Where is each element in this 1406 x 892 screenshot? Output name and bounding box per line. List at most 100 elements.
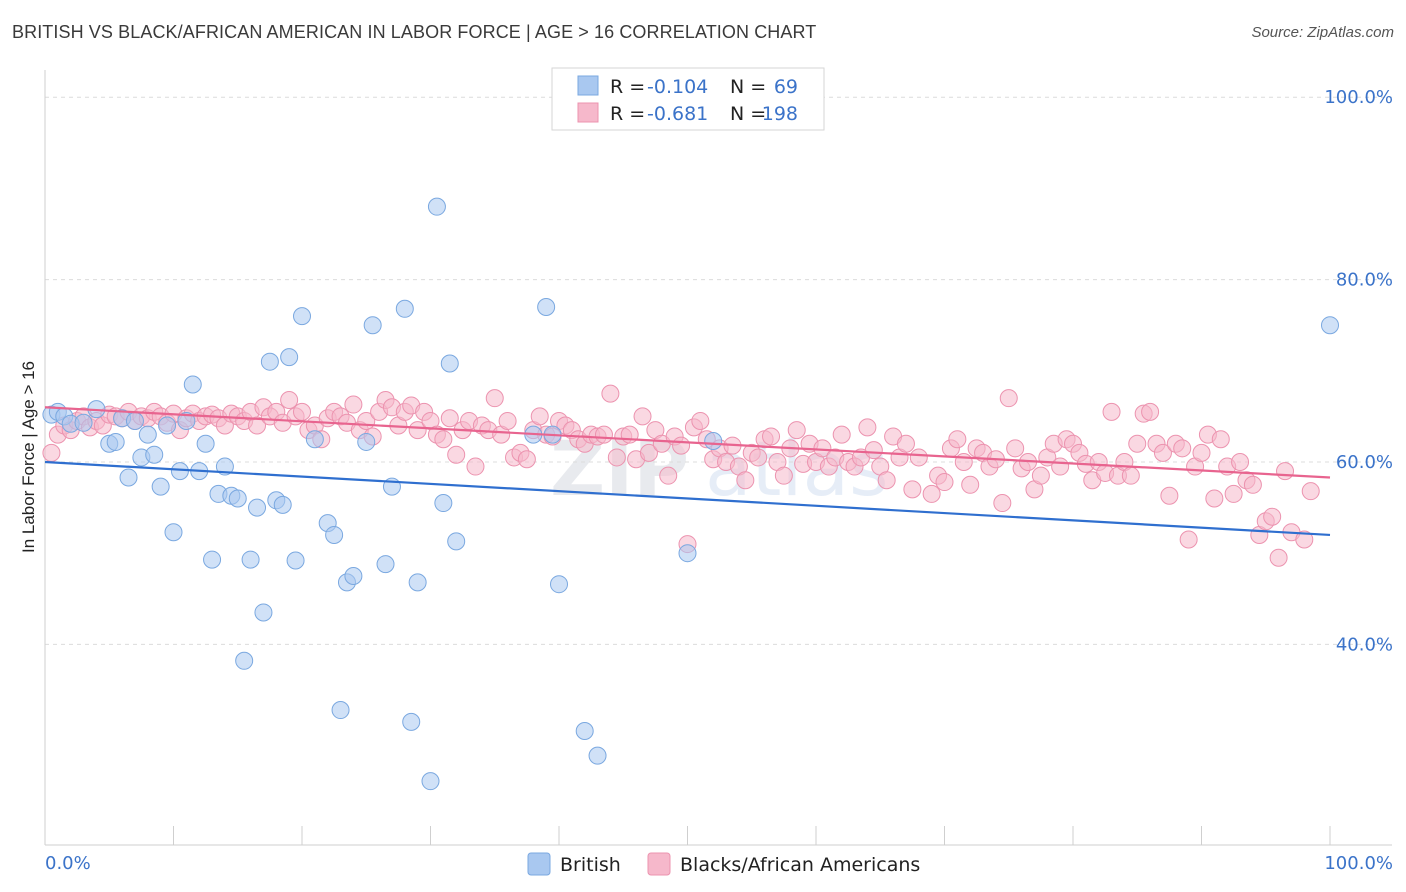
black-point (896, 434, 915, 453)
black-point (1211, 430, 1230, 449)
y-axis-label: In Labor Force | Age > 16 (19, 361, 38, 553)
black-point (594, 425, 613, 444)
british-point (280, 348, 299, 367)
black-point (248, 416, 267, 435)
legend-british-swatch (577, 75, 599, 96)
legend-bottom-british-swatch (527, 852, 551, 876)
black-point (691, 411, 710, 430)
legend-r-value-1: -0.104 (647, 76, 708, 98)
legend-r-label-2: R = (610, 103, 645, 125)
british-point (138, 425, 157, 444)
british-point (588, 746, 607, 765)
british-point (145, 445, 164, 464)
black-point (607, 448, 626, 467)
british-point (254, 603, 273, 622)
legend-r-value-2: -0.681 (647, 103, 708, 125)
british-point (125, 411, 144, 430)
legend-n-value-1: 69 (774, 76, 798, 98)
black-point (774, 466, 793, 485)
british-point (170, 462, 189, 481)
black-point (858, 418, 877, 437)
black-point (877, 471, 896, 490)
british-point (434, 494, 453, 513)
black-point (948, 430, 967, 449)
british-point (305, 430, 324, 449)
y-tick-label: 60.0% (1336, 452, 1393, 473)
legend-bottom-black-label: Blacks/African Americans (680, 854, 920, 876)
black-point (434, 430, 453, 449)
black-point (485, 389, 504, 408)
british-point (119, 468, 138, 487)
british-point (402, 712, 421, 731)
legend-bottom-british-label: British (560, 854, 621, 876)
y-tick-label: 40.0% (1336, 634, 1393, 655)
british-point (74, 413, 93, 432)
black-point (787, 421, 806, 440)
source-credit: Source: ZipAtlas.com (1251, 24, 1394, 41)
y-axis-tick-labels: 40.0% 60.0% 80.0% 100.0% (1324, 87, 1393, 655)
black-point (1295, 530, 1314, 549)
british-point (196, 434, 215, 453)
legend-black-swatch (577, 102, 599, 123)
legend-n-label-2: N = (730, 103, 766, 125)
british-point (273, 495, 292, 514)
british-point (421, 772, 440, 791)
black-point (1121, 466, 1140, 485)
black-point (517, 450, 536, 469)
british-point (183, 375, 202, 394)
black-point (1263, 507, 1282, 526)
black-point (1243, 475, 1262, 494)
british-point (286, 551, 305, 570)
british-point (408, 573, 427, 592)
black-point (1051, 457, 1070, 476)
black-point (935, 473, 954, 492)
black-point (42, 443, 61, 462)
black-point (1160, 486, 1179, 505)
black-point (1173, 439, 1192, 458)
black-point (1102, 402, 1121, 421)
british-point (447, 532, 466, 551)
series-black-points (42, 384, 1320, 567)
black-point (1192, 443, 1211, 462)
british-point (203, 550, 222, 569)
black-point (762, 427, 781, 446)
black-point (1231, 453, 1250, 471)
black-point (749, 448, 768, 467)
british-point (678, 544, 697, 563)
black-point (633, 407, 652, 426)
british-point (248, 498, 267, 517)
black-point (659, 466, 678, 485)
black-point (1153, 443, 1172, 462)
british-point (158, 416, 177, 435)
legend-bottom: British Blacks/African Americans (527, 852, 920, 876)
black-point (961, 475, 980, 494)
british-point (376, 555, 395, 574)
british-point (331, 701, 350, 720)
british-point (228, 489, 247, 508)
british-point (395, 299, 414, 318)
black-point (1141, 402, 1160, 421)
black-point (466, 457, 485, 476)
british-point (164, 523, 183, 542)
british-point (177, 411, 196, 430)
black-point (993, 494, 1012, 513)
black-point (447, 445, 466, 464)
black-point (672, 436, 691, 455)
legend-top: R = -0.104 N = 69 R = -0.681 N = 198 (551, 67, 825, 131)
black-point (1205, 489, 1224, 508)
black-point (440, 409, 459, 428)
black-point (736, 471, 755, 490)
black-point (1224, 484, 1243, 503)
x-tick-label-max: 100.0% (1324, 853, 1393, 874)
british-point (357, 432, 376, 451)
legend-n-value-2: 198 (762, 103, 798, 125)
black-point (903, 480, 922, 499)
black-point (498, 411, 517, 430)
trend-lines (44, 406, 1331, 537)
british-point (427, 197, 446, 216)
british-point (235, 651, 254, 670)
chart-title: BRITISH VS BLACK/AFRICAN AMERICAN IN LAB… (12, 22, 817, 42)
black-point (1301, 482, 1320, 501)
legend-bottom-black-swatch (647, 852, 671, 876)
